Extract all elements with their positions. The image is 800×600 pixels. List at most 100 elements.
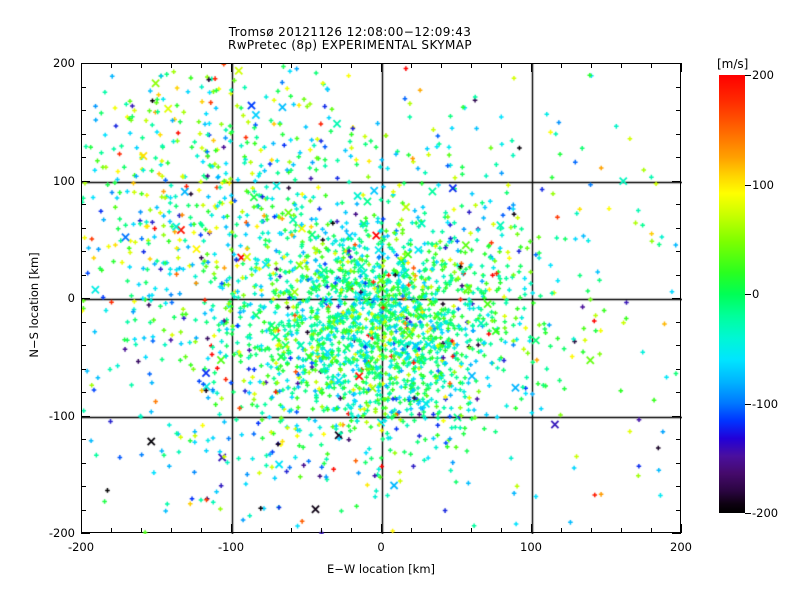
x-tick-top <box>231 63 233 72</box>
colorbar-tick <box>745 403 751 405</box>
y-tick-right <box>676 509 681 511</box>
x-tick-bottom <box>171 528 173 533</box>
x-tick-top <box>531 63 533 72</box>
x-tick-top <box>351 63 353 68</box>
x-tick-bottom <box>471 528 473 533</box>
colorbar-tick-label: 200 <box>752 68 774 82</box>
y-tick-label: -100 <box>48 408 75 423</box>
figure-title: Tromsø 20121126 12:08:00−12:09:43 RwPret… <box>0 26 700 52</box>
y-tick-right <box>672 415 681 417</box>
colorbar-tick-label: 0 <box>752 287 760 301</box>
y-tick-right <box>676 462 681 464</box>
y-tick-left <box>81 368 86 370</box>
y-tick-left <box>81 86 86 88</box>
x-tick-label: 100 <box>520 540 542 554</box>
x-tick-bottom <box>231 524 233 533</box>
y-tick-left <box>81 486 86 488</box>
y-tick-left <box>81 133 86 135</box>
y-tick-right <box>676 86 681 88</box>
y-tick-right <box>676 274 681 276</box>
y-tick-right <box>672 298 681 300</box>
y-tick-left <box>81 392 86 394</box>
y-tick-right <box>676 227 681 229</box>
colorbar-unit-label: [m/s] <box>716 57 750 71</box>
y-tick-right <box>676 110 681 112</box>
x-tick-bottom <box>261 528 263 533</box>
y-tick-right <box>676 486 681 488</box>
y-tick-label: 0 <box>67 291 75 305</box>
x-tick-bottom <box>591 528 593 533</box>
x-tick-bottom <box>441 528 443 533</box>
x-tick-bottom <box>81 524 83 533</box>
y-tick-right <box>672 180 681 182</box>
x-tick-label: 0 <box>377 540 385 554</box>
y-axis-title: N−S location [km] <box>27 252 41 358</box>
title-line-2: RwPretec (8p) EXPERIMENTAL SKYMAP <box>227 38 473 52</box>
y-tick-right <box>676 345 681 347</box>
x-tick-top <box>651 63 653 68</box>
x-tick-bottom <box>681 524 683 533</box>
x-tick-bottom <box>651 528 653 533</box>
x-tick-bottom <box>411 528 413 533</box>
y-tick-left <box>81 509 86 511</box>
x-tick-bottom <box>201 528 203 533</box>
x-tick-top <box>141 63 143 68</box>
x-tick-top <box>321 63 323 68</box>
x-tick-bottom <box>291 528 293 533</box>
scatter-points-layer <box>82 64 682 534</box>
x-tick-top <box>171 63 173 68</box>
y-tick-left <box>81 298 90 300</box>
x-tick-label: -100 <box>217 540 245 554</box>
x-tick-top <box>111 63 113 68</box>
colorbar-tick-label: -200 <box>752 506 779 520</box>
y-tick-left <box>81 157 86 159</box>
y-tick-left <box>81 204 86 206</box>
y-tick-right <box>676 204 681 206</box>
x-tick-bottom <box>141 528 143 533</box>
colorbar-tick <box>745 75 751 77</box>
y-tick-right <box>676 251 681 253</box>
y-tick-right <box>672 63 681 65</box>
x-tick-top <box>81 63 83 72</box>
x-tick-top <box>261 63 263 68</box>
y-tick-left <box>81 439 86 441</box>
x-tick-bottom <box>321 528 323 533</box>
y-tick-right <box>672 533 681 535</box>
y-tick-left <box>81 110 86 112</box>
y-tick-right <box>676 321 681 323</box>
x-tick-top <box>291 63 293 68</box>
colorbar-tick-label: -100 <box>752 396 779 411</box>
x-tick-top <box>411 63 413 68</box>
colorbar-gradient <box>719 75 745 513</box>
y-tick-left <box>81 63 90 65</box>
y-tick-label: 200 <box>53 56 75 70</box>
y-tick-right <box>676 157 681 159</box>
x-tick-bottom <box>501 528 503 533</box>
y-tick-left <box>81 415 90 417</box>
y-tick-left <box>81 274 86 276</box>
x-axis-title: E−W location [km] <box>326 562 436 576</box>
y-tick-left <box>81 321 86 323</box>
y-tick-left <box>81 251 86 253</box>
y-tick-left <box>81 533 90 535</box>
x-tick-top <box>621 63 623 68</box>
y-tick-left <box>81 180 90 182</box>
x-tick-top <box>561 63 563 68</box>
y-tick-left <box>81 462 86 464</box>
x-tick-top <box>591 63 593 68</box>
colorbar: [m/s] -200 -100 0 100 200 <box>716 57 778 520</box>
colorbar-tick <box>745 513 751 515</box>
x-tick-top <box>501 63 503 68</box>
x-tick-top <box>441 63 443 68</box>
x-tick-bottom <box>111 528 113 533</box>
x-tick-bottom <box>561 528 563 533</box>
y-tick-right <box>676 439 681 441</box>
y-tick-right <box>676 133 681 135</box>
y-tick-left <box>81 227 86 229</box>
y-tick-right <box>676 392 681 394</box>
title-line-1: Tromsø 20121126 12:08:00−12:09:43 <box>228 25 472 39</box>
colorbar-tick <box>745 294 751 296</box>
y-tick-label: 100 <box>53 173 75 188</box>
x-tick-bottom <box>531 524 533 533</box>
